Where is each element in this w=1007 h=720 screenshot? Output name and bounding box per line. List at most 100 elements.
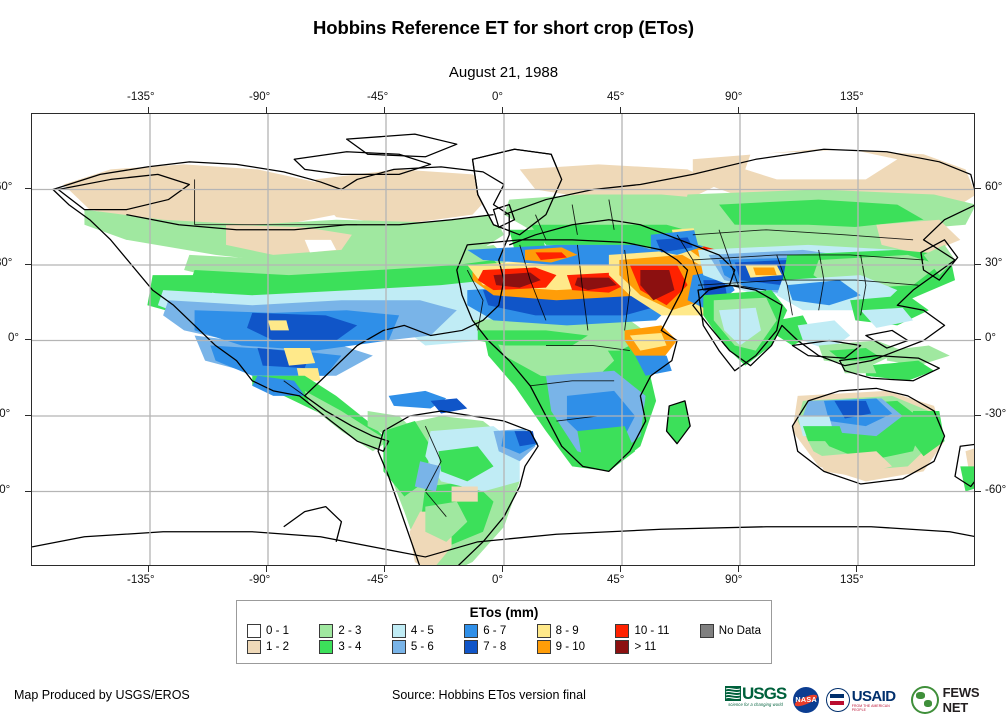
legend-item-7[interactable]: 7 - 8 [464, 640, 506, 654]
y-tick-left-0 [25, 188, 31, 189]
nasa-logo-text: NASA [795, 695, 817, 704]
legend-item-9[interactable]: 9 - 10 [536, 640, 586, 654]
legend-item-0[interactable]: 0 - 1 [247, 624, 289, 638]
legend-swatch-5 [391, 640, 406, 654]
fewsnet-logo-text: FEWS NET [942, 685, 980, 715]
legend-label-5: 5 - 6 [410, 641, 434, 653]
y-tick-right-3 [975, 415, 981, 416]
legend-item-6[interactable]: 6 - 7 [464, 624, 506, 638]
legend-item-3[interactable]: 3 - 4 [319, 640, 361, 654]
legend-swatch-6 [464, 624, 479, 638]
y-axis-label-right-0: 60° [985, 181, 1003, 193]
x-axis-label-bottom-0: -135° [127, 574, 155, 586]
y-axis-label-left-1: 30° [0, 257, 13, 269]
admin-boundaries [194, 179, 924, 517]
nasa-logo[interactable]: NASA [793, 685, 820, 715]
nasa-meatball-icon: NASA [793, 687, 820, 713]
x-axis-label-bottom-4: 45° [607, 574, 625, 586]
y-tick-left-4 [25, 491, 31, 492]
region-australia [792, 360, 974, 492]
y-axis-label-right-1: 30° [985, 257, 1003, 269]
x-tick-bottom-6 [856, 566, 857, 572]
legend-label-7: 7 - 8 [483, 641, 507, 653]
usaid-logo[interactable]: USAID FROM THE AMERICAN PEOPLE [826, 685, 904, 715]
legend-swatch-11 [615, 640, 630, 654]
footer-produced-by: Map Produced by USGS/EROS [14, 688, 190, 702]
x-tick-bottom-5 [738, 566, 739, 572]
x-tick-top-3 [502, 107, 503, 113]
legend-item-11[interactable]: > 11 [615, 640, 669, 654]
y-axis-label-right-4: -60° [985, 484, 1007, 496]
legend-title: ETos (mm) [469, 605, 539, 620]
legend-item-12[interactable]: No Data [699, 624, 761, 638]
page-title: Hobbins Reference ET for short crop (ETo… [313, 17, 694, 38]
region-africa [467, 244, 691, 472]
region-asia [682, 149, 974, 366]
map-container[interactable]: -135° -90° -45° 0° 45° 90° 135° -135° -9… [0, 91, 1006, 586]
x-tick-top-1 [266, 107, 267, 113]
fewsnet-logo[interactable]: FEWS NET [911, 685, 1007, 715]
y-tick-left-3 [25, 415, 31, 416]
legend-label-12: No Data [718, 625, 761, 637]
y-axis-label-right-3: -30° [985, 408, 1007, 420]
x-tick-top-4 [620, 107, 621, 113]
y-tick-left-2 [25, 339, 31, 340]
graticule [32, 114, 974, 565]
legend-swatch-10 [615, 624, 630, 638]
legend-label-4: 4 - 5 [410, 625, 434, 637]
usgs-logo-text: USGS [742, 684, 787, 703]
x-tick-top-6 [856, 107, 857, 113]
x-axis-label-top-3: 0° [492, 91, 503, 103]
y-tick-right-4 [975, 491, 981, 492]
y-axis-label-left-3: -30° [0, 408, 11, 420]
x-axis-label-bottom-1: -90° [249, 574, 271, 586]
legend-swatch-3 [319, 640, 334, 654]
legend-item-4[interactable]: 4 - 5 [391, 624, 434, 638]
legend-items: 0 - 1 1 - 2 2 - 3 3 - 4 4 - 5 5 - 6 6 - … [237, 623, 771, 655]
legend-swatch-7 [464, 640, 479, 654]
x-axis-label-bottom-2: -45° [367, 574, 389, 586]
legend-swatch-2 [319, 624, 334, 638]
footer-logos: USGS science for a changing world NASA U… [725, 684, 1007, 716]
usaid-logo-text: USAID [851, 687, 896, 705]
usaid-seal-icon [826, 688, 850, 712]
x-tick-bottom-2 [384, 566, 385, 572]
x-axis-label-top-2: -45° [367, 91, 389, 103]
x-tick-top-2 [384, 107, 385, 113]
x-axis-label-top-0: -135° [127, 91, 155, 103]
fewsnet-globe-icon [911, 686, 939, 714]
x-axis-label-bottom-5: 90° [725, 574, 743, 586]
x-tick-top-0 [148, 107, 149, 113]
legend-label-1: 1 - 2 [266, 641, 290, 653]
y-axis-label-left-2: 0° [8, 332, 19, 344]
legend-item-5[interactable]: 5 - 6 [391, 640, 434, 654]
legend-label-11: > 11 [634, 641, 657, 653]
x-axis-label-top-5: 90° [725, 91, 743, 103]
legend-swatch-0 [247, 624, 261, 638]
x-axis-label-top-6: 135° [840, 91, 864, 103]
x-tick-bottom-1 [266, 566, 267, 572]
usgs-wave-icon [725, 686, 741, 701]
x-tick-bottom-0 [148, 566, 149, 572]
y-axis-label-left-0: 60° [0, 181, 13, 193]
usgs-logo[interactable]: USGS science for a changing world [725, 684, 787, 715]
legend-label-9: 9 - 10 [555, 641, 586, 653]
legend-item-2[interactable]: 2 - 3 [319, 624, 361, 638]
x-tick-bottom-3 [502, 566, 503, 572]
y-tick-right-1 [975, 264, 981, 265]
x-axis-label-top-4: 45° [607, 91, 625, 103]
legend-label-6: 6 - 7 [483, 625, 507, 637]
legend-label-8: 8 - 9 [555, 625, 579, 637]
legend-swatch-1 [247, 640, 261, 654]
x-axis-label-top-1: -90° [249, 91, 271, 103]
legend-item-10[interactable]: 10 - 11 [615, 624, 669, 638]
legend-item-1[interactable]: 1 - 2 [247, 640, 289, 654]
world-etos-raster [32, 114, 974, 565]
legend-swatch-8 [536, 624, 551, 638]
x-tick-top-5 [738, 107, 739, 113]
usgs-logo-tagline: science for a changing world [728, 702, 783, 707]
x-axis-label-bottom-3: 0° [492, 574, 503, 586]
footer-source: Source: Hobbins ETos version final [392, 688, 586, 702]
legend-label-10: 10 - 11 [634, 625, 670, 637]
legend-item-8[interactable]: 8 - 9 [536, 624, 585, 638]
